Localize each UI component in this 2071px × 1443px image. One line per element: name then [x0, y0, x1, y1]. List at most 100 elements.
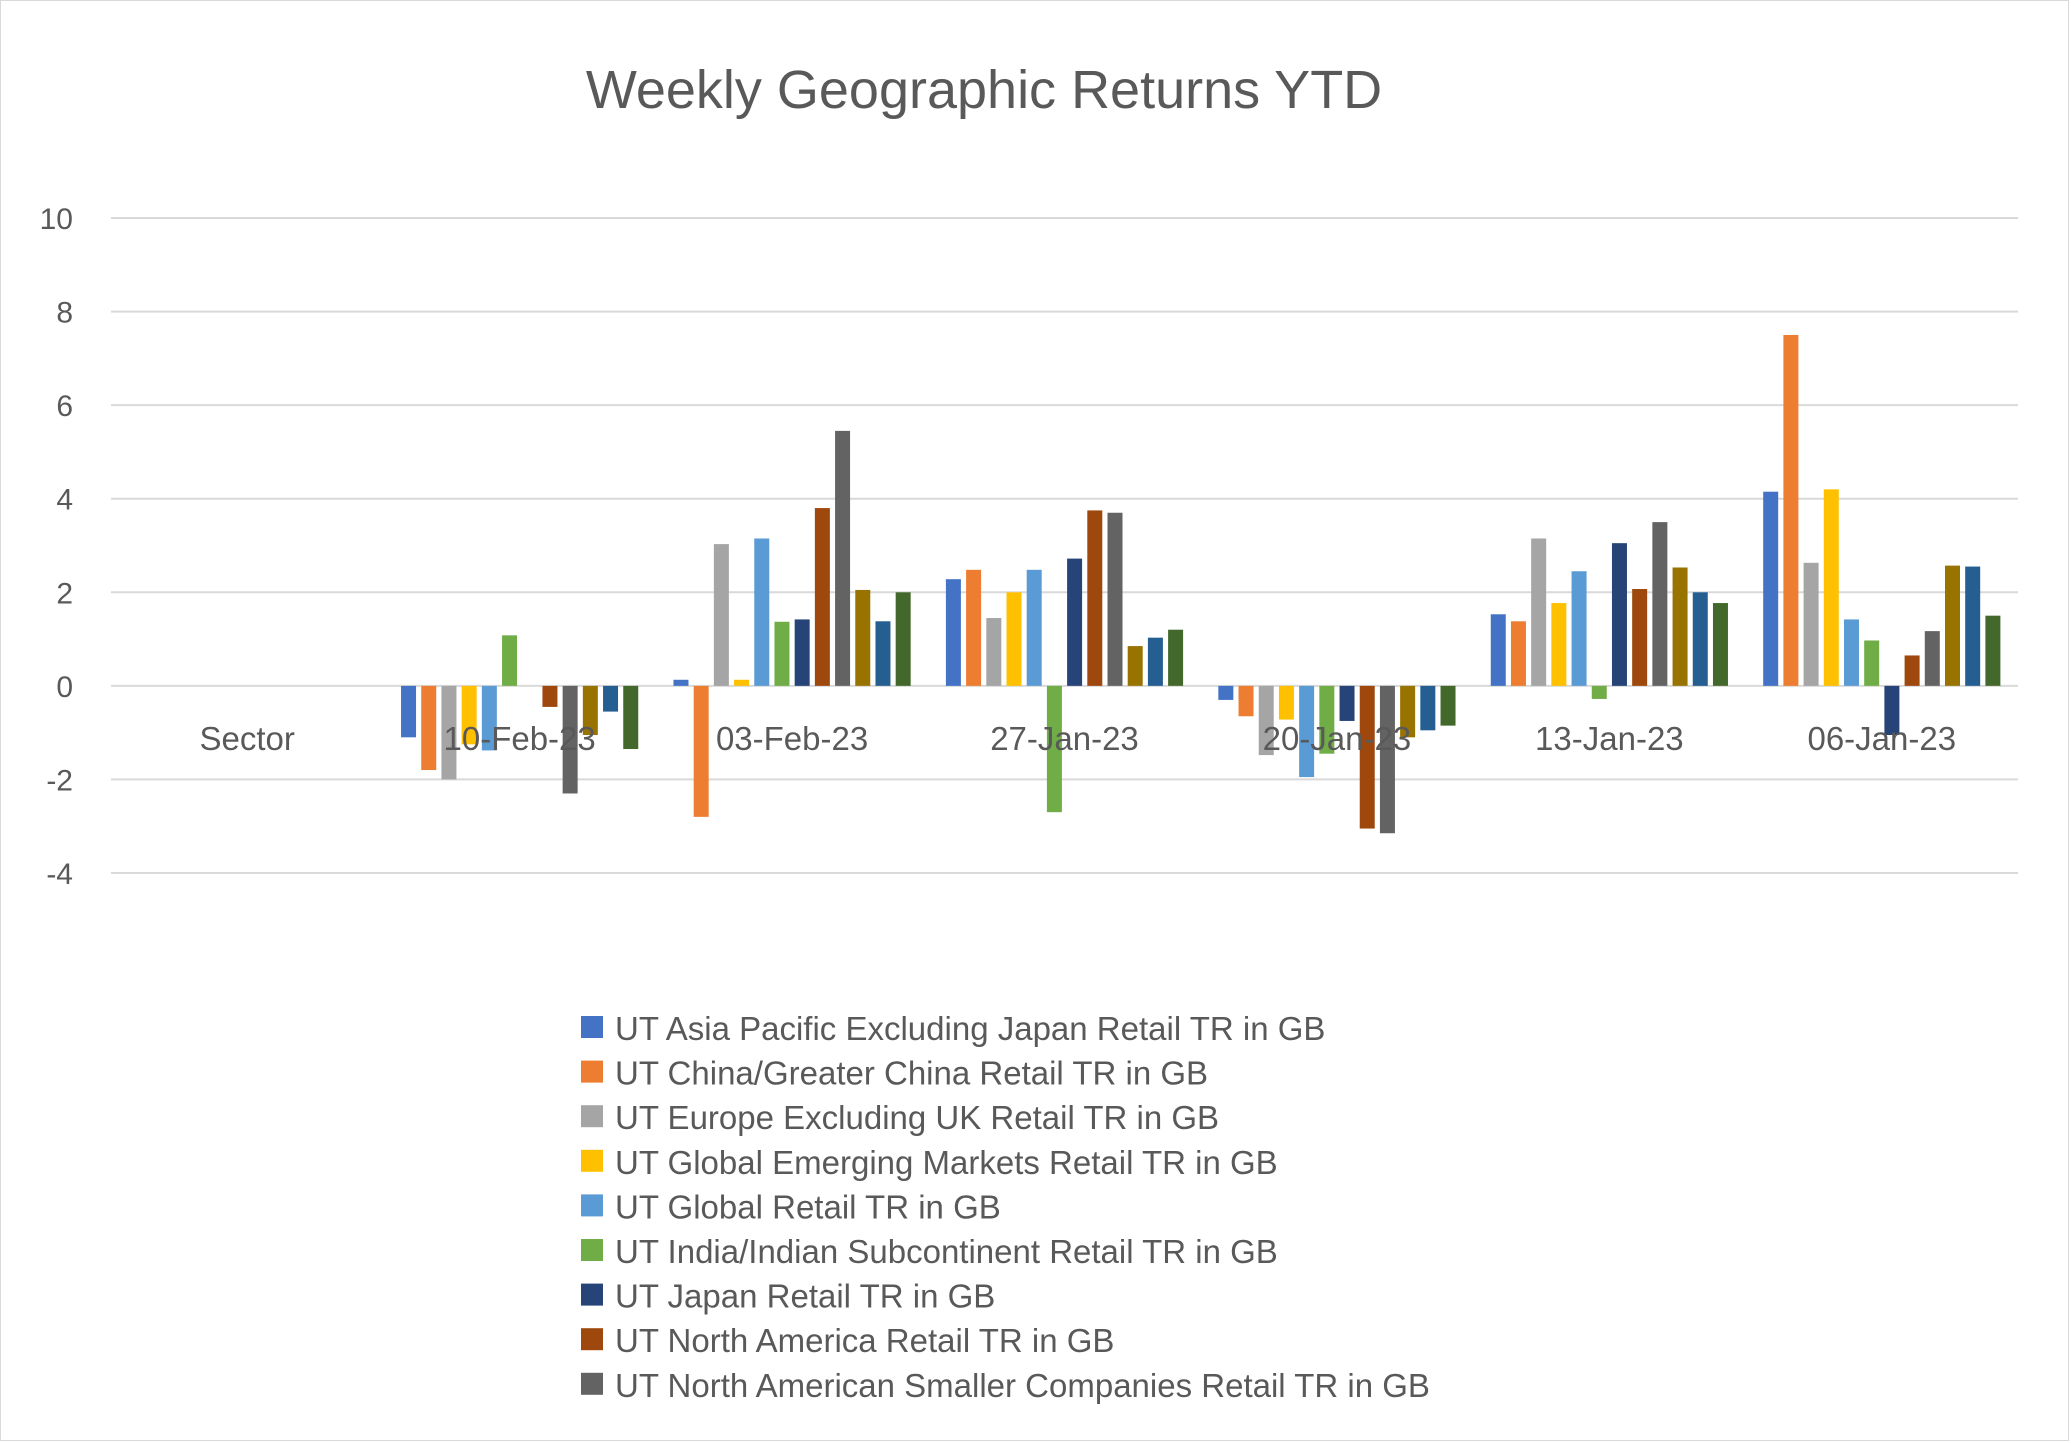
category-label: 03-Feb-23 [716, 720, 868, 757]
category-label: 13-Jan-23 [1535, 720, 1684, 757]
bars [401, 334, 2001, 834]
bar [1652, 522, 1668, 686]
y-tick-label: -2 [46, 764, 73, 797]
bar [1218, 685, 1234, 700]
legend-entry: UT Asia Pacific Excluding Japan Retail T… [615, 1010, 1325, 1047]
bar [1278, 685, 1294, 720]
bar [754, 538, 770, 686]
bar [1127, 646, 1143, 686]
legend-swatch [581, 1194, 603, 1217]
bar [1823, 489, 1839, 686]
bar [1803, 562, 1819, 686]
y-tick-label: 6 [56, 390, 73, 423]
bar [1571, 571, 1587, 686]
bar [945, 579, 961, 686]
bar [1359, 685, 1375, 829]
bar [1107, 512, 1123, 686]
bar [421, 685, 437, 771]
bar [1531, 538, 1547, 686]
bar [1965, 566, 1981, 686]
bar [481, 685, 497, 751]
gridlines [111, 217, 2018, 874]
chart-title: Weekly Geographic Returns YTD [586, 60, 1382, 120]
legend-swatch [581, 1105, 603, 1128]
bar [1379, 685, 1395, 834]
bar [1944, 565, 1960, 686]
bar [461, 685, 477, 745]
bar [1712, 603, 1728, 686]
bar [1400, 685, 1416, 738]
bar [441, 685, 457, 780]
legend-entry: UT India/Indian Subcontinent Retail TR i… [615, 1233, 1278, 1270]
bar [1319, 685, 1335, 754]
bar [502, 635, 518, 686]
bar [835, 430, 851, 686]
legend-entry: UT Japan Retail TR in GB [615, 1278, 995, 1315]
legend-entry: UT China/Greater China Retail TR in GB [615, 1055, 1208, 1092]
bar [582, 685, 598, 735]
bar [1884, 685, 1900, 735]
bar [1985, 615, 2001, 686]
bar [673, 679, 689, 686]
category-label: 06-Jan-23 [1807, 720, 1956, 757]
legend-swatch [581, 1328, 603, 1351]
bar [1692, 592, 1708, 686]
bar [1006, 592, 1022, 686]
bar [1440, 685, 1456, 726]
bar [1783, 334, 1799, 686]
legend-entry: UT Europe Excluding UK Retail TR in GB [615, 1099, 1219, 1136]
legend-entry: UT Global Emerging Markets Retail TR in … [615, 1144, 1278, 1181]
legend: UT Asia Pacific Excluding Japan Retail T… [581, 1010, 1430, 1404]
bar [1238, 685, 1254, 717]
bar [895, 592, 911, 686]
bar [1551, 603, 1567, 686]
legend-entry: UT Global Retail TR in GB [615, 1188, 1001, 1225]
bar [986, 618, 1002, 686]
y-tick-label: 2 [56, 577, 73, 610]
category-labels: Sector 10-Feb-23 03-Feb-23 27-Jan-23 20-Jan-… [200, 720, 1957, 757]
bar [1168, 629, 1184, 686]
bar [1420, 685, 1436, 731]
bar [814, 508, 830, 686]
bar [1843, 619, 1859, 686]
bar [1067, 558, 1083, 686]
bar [855, 589, 871, 686]
bar [1510, 621, 1526, 686]
legend-entry: UT North American Smaller Companies Reta… [615, 1367, 1430, 1404]
legend-swatch [581, 1060, 603, 1083]
bar [794, 619, 810, 686]
bar [562, 685, 578, 794]
category-label: 27-Jan-23 [990, 720, 1139, 757]
bar [1087, 510, 1103, 686]
y-tick-label: 0 [56, 671, 73, 704]
bar [401, 685, 417, 738]
bar [1763, 491, 1779, 686]
bar [1632, 589, 1648, 686]
category-label: 10-Feb-23 [444, 720, 596, 757]
legend-swatch [581, 1016, 603, 1038]
y-tick-label: -4 [46, 858, 73, 891]
bar [1046, 685, 1062, 813]
bar [713, 544, 729, 686]
legend-swatch [581, 1283, 603, 1306]
bar [623, 685, 639, 750]
bar [774, 621, 790, 686]
bar [1339, 685, 1355, 721]
legend-swatch [581, 1372, 603, 1395]
category-label: Sector [200, 720, 295, 757]
bar [1147, 637, 1163, 686]
legend-swatch [581, 1149, 603, 1172]
bar [875, 621, 891, 686]
bar [1258, 685, 1274, 756]
bar [966, 569, 982, 686]
y-tick-label: 10 [40, 203, 73, 236]
bar [1864, 640, 1880, 686]
y-tick-label: 8 [56, 297, 73, 330]
bar [734, 679, 750, 686]
bar [1591, 685, 1607, 699]
bar [542, 685, 558, 707]
bar [1299, 685, 1315, 778]
bar [1904, 655, 1920, 686]
